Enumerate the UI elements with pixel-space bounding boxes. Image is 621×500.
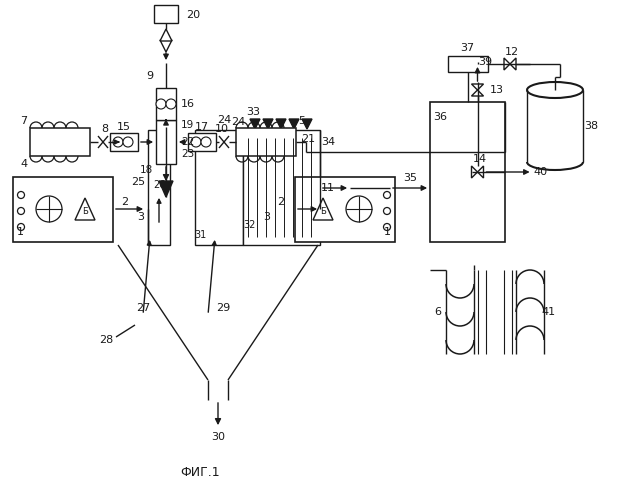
Text: 21: 21 [301, 134, 315, 144]
Text: 24: 24 [217, 115, 231, 125]
Text: 4: 4 [20, 159, 27, 169]
Bar [156, 88, 176, 120]
Bar [195, 130, 243, 245]
Text: 1: 1 [17, 227, 24, 237]
Circle shape [346, 196, 372, 222]
Bar [156, 120, 176, 164]
Text: 39: 39 [478, 57, 492, 67]
Text: 19: 19 [181, 120, 194, 130]
Circle shape [191, 137, 201, 147]
Circle shape [384, 224, 391, 230]
Polygon shape [471, 84, 484, 90]
Text: 30: 30 [211, 432, 225, 442]
Text: 16: 16 [181, 99, 195, 109]
Circle shape [384, 208, 391, 214]
Bar [13, 177, 113, 242]
Text: 3: 3 [263, 212, 271, 222]
Text: 25: 25 [131, 177, 145, 186]
Polygon shape [276, 119, 286, 129]
Polygon shape [159, 181, 173, 197]
Polygon shape [75, 198, 95, 220]
Text: 24: 24 [231, 117, 245, 127]
Text: 12: 12 [505, 47, 519, 57]
Text: 29: 29 [216, 303, 230, 313]
Bar [30, 128, 90, 156]
Circle shape [17, 192, 24, 198]
Text: 1: 1 [384, 227, 391, 237]
Text: 37: 37 [460, 43, 474, 53]
Text: 3: 3 [137, 212, 145, 222]
Polygon shape [313, 198, 333, 220]
Bar [154, 5, 178, 23]
Text: 14: 14 [473, 154, 487, 164]
Text: 15: 15 [117, 122, 131, 132]
Text: 6: 6 [435, 307, 442, 317]
Polygon shape [250, 119, 260, 129]
Circle shape [384, 192, 391, 198]
Polygon shape [504, 58, 510, 70]
Text: 22: 22 [181, 137, 194, 147]
Bar [448, 56, 487, 72]
Text: 2: 2 [278, 197, 284, 207]
Text: 17: 17 [195, 122, 209, 132]
Polygon shape [510, 58, 516, 70]
Circle shape [17, 224, 24, 230]
Text: 32: 32 [244, 220, 256, 230]
Text: 33: 33 [246, 107, 260, 117]
Bar [295, 177, 395, 242]
Circle shape [113, 137, 123, 147]
Polygon shape [263, 119, 273, 129]
Text: Б: Б [320, 206, 326, 216]
Text: 40: 40 [533, 167, 548, 177]
Text: 31: 31 [194, 230, 206, 240]
Polygon shape [471, 90, 484, 96]
Circle shape [166, 99, 176, 109]
Text: Б: Б [82, 206, 88, 216]
Circle shape [17, 208, 24, 214]
Text: 7: 7 [20, 116, 27, 126]
Text: ФИГ.1: ФИГ.1 [180, 466, 220, 478]
Bar [110, 133, 138, 151]
Polygon shape [160, 29, 172, 41]
Bar [148, 130, 170, 245]
Polygon shape [302, 119, 312, 129]
Polygon shape [160, 40, 172, 52]
Text: 10: 10 [215, 124, 229, 134]
Text: 11: 11 [321, 183, 335, 193]
Text: 2: 2 [122, 197, 129, 207]
Text: 5: 5 [299, 116, 306, 126]
Circle shape [36, 196, 62, 222]
Text: 28: 28 [99, 335, 113, 345]
Polygon shape [289, 119, 299, 129]
Text: 8: 8 [101, 124, 109, 134]
Circle shape [201, 137, 211, 147]
Text: 26: 26 [153, 180, 165, 190]
Text: 34: 34 [321, 137, 335, 147]
Text: 23: 23 [181, 149, 194, 159]
Text: 27: 27 [136, 303, 150, 313]
Bar [188, 133, 216, 151]
Text: 20: 20 [186, 10, 200, 20]
Text: 9: 9 [146, 71, 153, 81]
Text: 13: 13 [489, 85, 504, 95]
Text: 35: 35 [403, 173, 417, 183]
Text: 36: 36 [433, 112, 447, 122]
Polygon shape [478, 166, 484, 178]
Bar [430, 102, 505, 242]
Polygon shape [471, 166, 478, 178]
Circle shape [123, 137, 133, 147]
Circle shape [156, 99, 166, 109]
Bar [236, 128, 296, 156]
Bar [243, 130, 320, 245]
Text: 18: 18 [140, 165, 153, 175]
Text: 38: 38 [584, 121, 598, 131]
Text: 41: 41 [542, 307, 556, 317]
